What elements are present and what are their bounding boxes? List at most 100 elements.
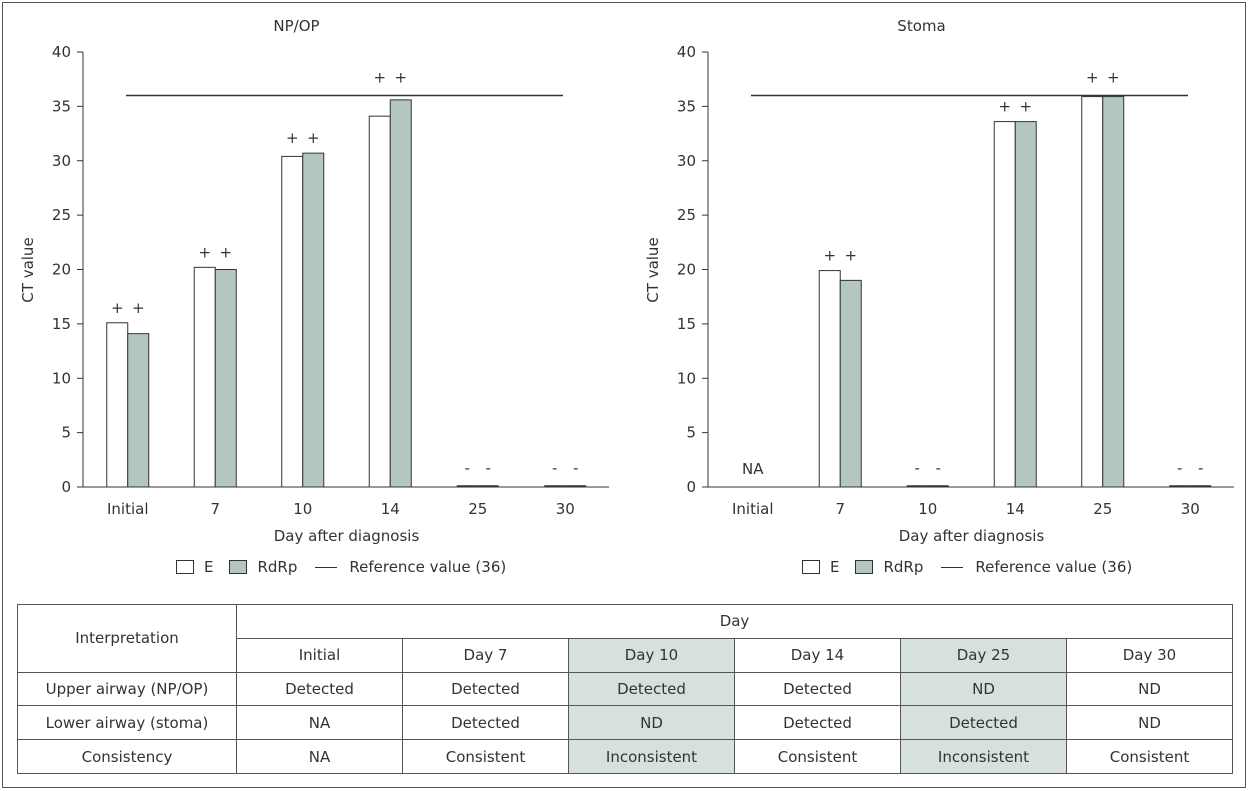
legend-swatch-rdrp — [229, 560, 248, 574]
y-tick-label: 20 — [677, 261, 696, 279]
table-cell: NA — [236, 705, 403, 741]
y-tick-label: 0 — [686, 478, 696, 496]
y-tick-label: 20 — [52, 261, 71, 279]
y-tick-label: 30 — [52, 152, 71, 170]
annotation-e: + — [111, 299, 124, 317]
table-cell: ND — [900, 671, 1067, 707]
bar-rdrp — [1102, 96, 1125, 488]
annotation-e: - — [915, 459, 920, 477]
bar-e — [281, 155, 304, 488]
day-header: Day 7 — [402, 637, 569, 673]
y-tick-label: 15 — [52, 315, 71, 333]
bar-e — [818, 270, 841, 488]
table-cell: Detected — [568, 671, 735, 707]
day-header: Initial — [236, 637, 403, 673]
table-cell: Detected — [402, 705, 569, 741]
annotation-rdrp: + — [394, 69, 407, 87]
table-cell: Detected — [236, 671, 403, 707]
annotation-rdrp: + — [219, 243, 232, 261]
annotation-e: + — [998, 98, 1011, 116]
chart-np-op: NP/OP 0 5 10 15 20 25 30 35 40 CT value Initial + +7 +… — [19, 17, 609, 545]
table-cell: Detected — [900, 705, 1067, 741]
bar-rdrp — [389, 99, 412, 488]
y-tick-label: 10 — [52, 369, 71, 387]
annotation-e: + — [1086, 69, 1099, 87]
day-header: Day 25 — [900, 637, 1067, 673]
legend-reference-line — [941, 566, 964, 568]
annotation-rdrp: - — [486, 459, 491, 477]
bar-e — [1081, 96, 1104, 488]
annotation-e: - — [552, 459, 557, 477]
table-row: Upper airway (NP/OP) Detected Detected D… — [17, 671, 1233, 707]
y-tick-label: 10 — [677, 369, 696, 387]
bar-e — [106, 322, 129, 488]
annotation-rdrp: + — [132, 299, 145, 317]
annotation-rdrp: - — [573, 459, 578, 477]
table-cell: Inconsistent — [568, 739, 735, 774]
annotation-rdrp: - — [1198, 459, 1203, 477]
legend-reference-line — [315, 566, 338, 568]
bar-e — [993, 121, 1016, 488]
y-axis-label: CT value — [19, 237, 37, 302]
x-tick-label: 25 — [1093, 500, 1112, 518]
annotation-rdrp: + — [307, 129, 320, 147]
day-header: Day 10 — [568, 637, 735, 673]
table-cell: ND — [568, 705, 735, 741]
x-tick-label: 14 — [1006, 500, 1025, 518]
chart-stoma: Stoma 0 5 10 15 20 25 30 35 40 CT value Initial NA 7 +… — [644, 17, 1234, 545]
legend-np-op: E RdRp Reference value (36) — [176, 556, 506, 578]
y-tick-label: 5 — [61, 424, 71, 442]
table-header-row: Interpretation Day — [17, 604, 1233, 673]
table-cell: Detected — [734, 671, 901, 707]
table-day-row: Initial Day 7 Day 10 Day 14 Day 25 Day 3… — [18, 637, 1233, 673]
x-tick-label: 14 — [381, 500, 400, 518]
legend-swatch-e — [802, 560, 820, 574]
legend-label-rdrp: RdRp — [883, 558, 924, 576]
table-cell: ND — [1066, 705, 1233, 741]
table-cell: Consistent — [1066, 739, 1233, 774]
annotation-e: + — [198, 243, 211, 261]
table-group-header: Day — [236, 604, 1233, 639]
bar-rdrp — [214, 269, 237, 488]
table-cell: ND — [1066, 671, 1233, 707]
annotation-e: + — [823, 247, 836, 265]
x-tick-label: 30 — [556, 500, 575, 518]
annotation-rdrp: + — [844, 247, 857, 265]
day-header: Day 30 — [1066, 637, 1233, 673]
bar-rdrp — [302, 152, 325, 488]
row-label: Consistency — [17, 739, 237, 774]
y-tick-label: 40 — [677, 43, 696, 61]
annotation-e: - — [1177, 459, 1182, 477]
annotation-rdrp: + — [1107, 69, 1120, 87]
y-axis-label: CT value — [644, 237, 662, 302]
y-tick-label: 40 — [52, 43, 71, 61]
annotation-e: - — [465, 459, 470, 477]
chart-title: NP/OP — [273, 17, 319, 35]
y-tick-label: 15 — [677, 315, 696, 333]
y-tick-label: 25 — [52, 206, 71, 224]
bar-rdrp — [839, 279, 862, 488]
bar-rdrp — [1014, 121, 1037, 488]
bar-e — [368, 115, 391, 488]
table-cell: Detected — [402, 671, 569, 707]
table-corner-cell: Interpretation — [17, 604, 237, 673]
bar-rdrp — [127, 333, 150, 488]
y-tick-label: 0 — [61, 478, 71, 496]
chart-title: Stoma — [897, 17, 945, 35]
legend-swatch-e — [176, 560, 194, 574]
table-cell: Consistent — [402, 739, 569, 774]
row-label: Upper airway (NP/OP) — [17, 671, 237, 707]
annotation-e: + — [373, 69, 386, 87]
na-label: NA — [742, 460, 764, 478]
legend-swatch-rdrp — [855, 560, 874, 574]
annotation-e: + — [286, 129, 299, 147]
x-tick-label: Initial — [732, 500, 774, 518]
legend-label-e: E — [830, 558, 840, 576]
y-tick-label: 35 — [52, 97, 71, 115]
x-tick-label: 10 — [918, 500, 937, 518]
table-cell: Inconsistent — [900, 739, 1067, 774]
interpretation-table: Interpretation Day Initial Day 7 Day 10 … — [17, 604, 1233, 774]
table-cell: Detected — [734, 705, 901, 741]
table-row: Consistency NA Consistent Inconsistent C… — [17, 739, 1233, 774]
